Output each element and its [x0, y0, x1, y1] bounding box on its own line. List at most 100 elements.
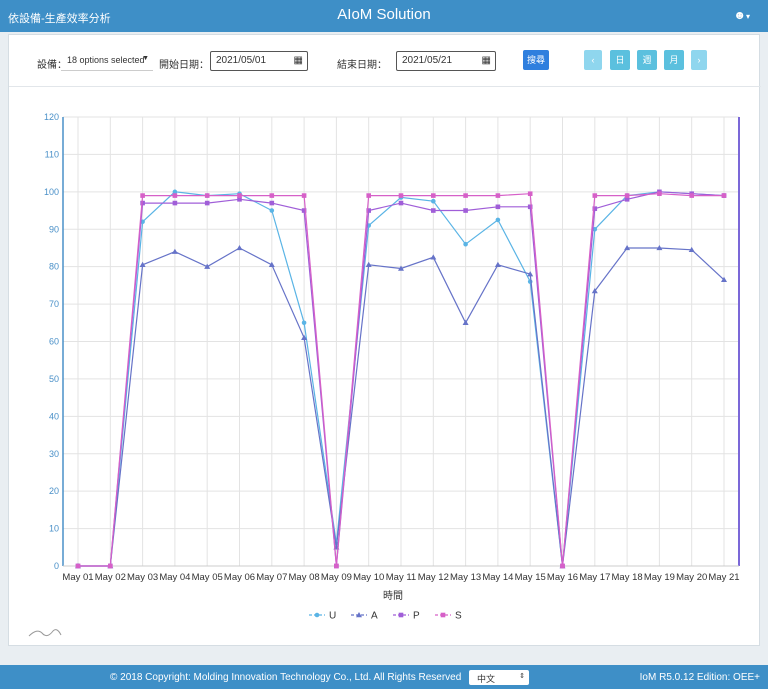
next-period-button[interactable]: › — [691, 50, 707, 70]
week-button[interactable]: 週 — [637, 50, 657, 70]
prev-period-button[interactable]: ‹ — [584, 50, 602, 70]
data-point — [721, 276, 727, 282]
data-point — [172, 189, 178, 195]
x-tick-label: May 21 — [708, 572, 739, 583]
start-date-label: 開始日期： — [159, 60, 209, 71]
oee-chart: 0 10 20 30 40 50 60 70 80 90 100 110 120 May 01 May 0… — [9, 95, 761, 640]
data-point — [527, 271, 534, 277]
calendar-icon[interactable]: ▦ — [293, 55, 303, 66]
user-icon: ☻ — [733, 8, 746, 22]
search-button[interactable]: 搜尋 — [523, 50, 549, 70]
user-menu[interactable]: ☻▾ — [733, 8, 750, 22]
data-point — [204, 193, 210, 198]
data-point — [398, 193, 404, 198]
y-tick-label: 50 — [49, 374, 59, 384]
legend-item-s[interactable]: S — [435, 611, 462, 622]
language-select[interactable]: 中文 ⇕ — [469, 670, 529, 685]
data-point — [366, 193, 371, 198]
breadcrumb[interactable]: 依設備-生產效率分析 — [8, 13, 111, 25]
day-button[interactable]: 日 — [610, 50, 630, 70]
chart-grid — [63, 116, 739, 567]
device-select-value: 18 options selected — [67, 55, 145, 65]
data-point — [624, 197, 630, 202]
data-point — [494, 261, 501, 267]
filter-bar: 設備： 18 options selected ▼ 開始日期： 2021/05/… — [9, 35, 761, 87]
data-point — [656, 244, 663, 251]
x-tick-label: May 09 — [321, 572, 352, 583]
x-tick-label: May 02 — [95, 572, 126, 583]
end-date-input[interactable]: 2021/05/21 ▦ — [396, 51, 496, 71]
x-tick-label: May 03 — [127, 572, 158, 583]
calendar-icon[interactable]: ▦ — [481, 55, 491, 66]
data-point — [108, 563, 113, 569]
data-point — [269, 193, 275, 198]
end-date-label: 結束日期： — [337, 60, 387, 71]
data-point — [366, 208, 371, 213]
app-title: AIoM Solution — [337, 6, 431, 23]
legend-label: A — [371, 611, 378, 622]
month-button[interactable]: 月 — [664, 50, 684, 70]
y-tick-label: 0 — [54, 561, 59, 571]
legend-marker — [398, 612, 404, 618]
data-point — [560, 563, 565, 569]
y-tick-label: 30 — [49, 449, 59, 459]
data-point — [140, 193, 145, 198]
legend-label: U — [329, 611, 336, 622]
series-s — [75, 191, 727, 569]
data-point — [430, 254, 437, 260]
data-point — [301, 334, 308, 340]
y-tick-label: 70 — [49, 299, 59, 309]
data-point — [172, 193, 178, 198]
data-point — [301, 193, 307, 198]
legend-marker — [440, 612, 446, 618]
legend-label: S — [455, 611, 462, 622]
data-point — [431, 208, 436, 213]
data-point — [268, 261, 275, 267]
x-tick-label: May 16 — [547, 572, 578, 583]
data-point — [689, 193, 694, 198]
legend-item-p[interactable]: P — [393, 611, 420, 622]
data-point — [237, 197, 242, 202]
x-tick-label: May 01 — [62, 572, 93, 583]
data-point — [236, 244, 243, 251]
data-point — [527, 191, 533, 197]
start-date-input[interactable]: 2021/05/01 ▦ — [210, 51, 308, 71]
data-point — [463, 208, 468, 213]
chevron-down-icon: ▾ — [745, 12, 750, 21]
data-point — [688, 246, 695, 253]
legend-item-a[interactable]: A — [351, 611, 378, 622]
data-point — [495, 193, 501, 198]
mini-chart-icon — [28, 629, 62, 637]
end-date-value: 2021/05/21 — [402, 55, 453, 66]
data-point — [172, 200, 178, 206]
data-point — [204, 263, 211, 269]
data-point — [204, 200, 210, 206]
data-point — [301, 320, 307, 326]
data-point — [495, 204, 501, 210]
x-tick-label: May 18 — [612, 572, 643, 583]
x-axis: May 01 May 02 May 03 May 04 May 05 May 06 May … — [62, 565, 740, 583]
chevron-down-icon: ▼ — [142, 55, 149, 62]
legend-item-u[interactable]: U — [309, 611, 336, 622]
x-axis-title: 時間 — [383, 590, 403, 602]
data-point — [624, 193, 630, 198]
legend-label: P — [413, 611, 420, 622]
data-point — [431, 193, 436, 198]
data-point — [398, 265, 404, 271]
data-point — [624, 244, 631, 251]
data-point — [365, 261, 372, 267]
x-tick-label: May 11 — [386, 572, 416, 583]
legend-marker — [314, 612, 320, 618]
device-multiselect[interactable]: 18 options selected ▼ — [61, 49, 153, 71]
y-tick-label: 80 — [49, 262, 59, 272]
x-tick-label: May 19 — [644, 572, 675, 583]
version-text: IoM R5.0.12 Edition: OEE+ — [639, 672, 760, 683]
data-point — [269, 208, 275, 213]
start-date-value: 2021/05/01 — [216, 55, 267, 66]
data-point — [527, 204, 533, 210]
data-point — [591, 287, 598, 294]
report-card: 設備： 18 options selected ▼ 開始日期： 2021/05/… — [8, 34, 761, 646]
data-point — [75, 563, 81, 569]
chart-series — [75, 189, 727, 569]
